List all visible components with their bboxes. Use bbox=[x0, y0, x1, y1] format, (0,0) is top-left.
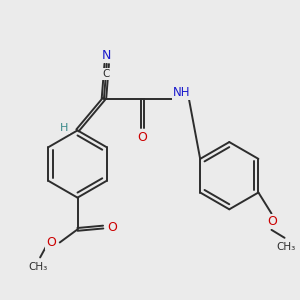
Text: CH₃: CH₃ bbox=[28, 262, 48, 272]
Text: CH₃: CH₃ bbox=[277, 242, 296, 252]
Text: O: O bbox=[268, 215, 278, 228]
Text: O: O bbox=[46, 236, 56, 249]
Text: O: O bbox=[107, 220, 117, 234]
Text: H: H bbox=[60, 123, 69, 133]
Text: N: N bbox=[102, 49, 111, 62]
Text: NH: NH bbox=[173, 86, 190, 99]
Text: O: O bbox=[137, 131, 147, 144]
Text: C: C bbox=[102, 69, 110, 79]
